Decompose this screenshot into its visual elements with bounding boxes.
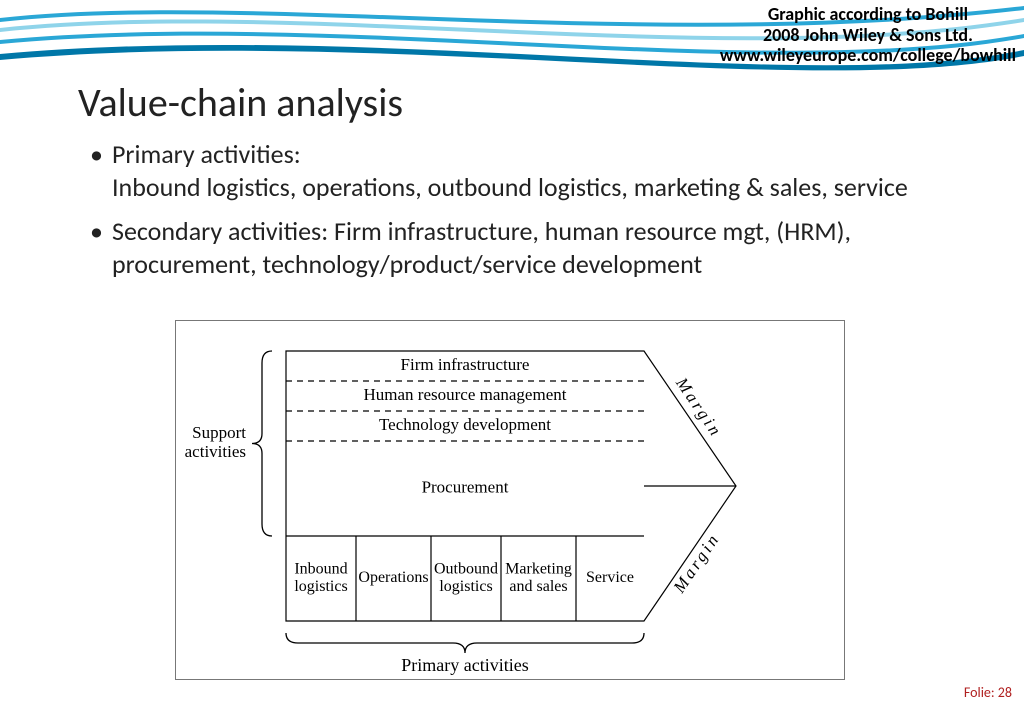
svg-text:and sales: and sales — [509, 578, 567, 595]
attribution-line3: www.wileyeurope.com/college/bowhill — [720, 45, 1016, 66]
svg-text:Primary activities: Primary activities — [401, 655, 528, 675]
svg-text:logistics: logistics — [294, 578, 347, 595]
svg-text:Human resource management: Human resource management — [364, 385, 567, 404]
svg-text:Inbound: Inbound — [294, 560, 347, 577]
svg-text:Firm infrastructure: Firm infrastructure — [401, 355, 530, 374]
svg-text:Operations: Operations — [358, 569, 428, 586]
bullet-text: Secondary activities: Firm infrastructur… — [112, 215, 920, 280]
slide-number-value: 28 — [998, 684, 1012, 701]
svg-text:Service: Service — [586, 569, 634, 586]
bullet-label: Primary activities: — [112, 138, 301, 170]
bullet-marker: • — [90, 215, 112, 280]
svg-text:Outbound: Outbound — [434, 560, 498, 577]
bullet-body: Inbound logistics, operations, outbound … — [112, 171, 908, 203]
bullet-body: Secondary activities: Firm infrastructur… — [112, 215, 851, 280]
bullet-marker: • — [90, 138, 112, 203]
attribution-line1: Graphic according to Bohill — [720, 4, 1016, 25]
svg-text:Margin: Margin — [669, 529, 724, 597]
bullet-list: • Primary activities: Inbound logistics,… — [90, 138, 920, 292]
bullet-item: • Secondary activities: Firm infrastruct… — [90, 215, 920, 280]
value-chain-diagram: Firm infrastructure Human resource manage… — [176, 321, 844, 679]
slide-number: Folie: 28 — [964, 684, 1012, 701]
attribution-line2: 2008 John Wiley & Sons Ltd. — [720, 25, 1016, 46]
page-title: Value-chain analysis — [78, 78, 403, 127]
svg-text:Marketing: Marketing — [505, 560, 572, 577]
bullet-item: • Primary activities: Inbound logistics,… — [90, 138, 920, 203]
svg-text:logistics: logistics — [439, 578, 492, 595]
attribution-block: Graphic according to Bohill 2008 John Wi… — [720, 4, 1016, 66]
slide-number-prefix: Folie: — [964, 684, 998, 701]
svg-text:Technology development: Technology development — [379, 415, 551, 434]
diagram-frame: Firm infrastructure Human resource manage… — [175, 320, 845, 680]
svg-text:activities: activities — [185, 442, 246, 461]
svg-text:Support: Support — [192, 423, 246, 442]
svg-text:Procurement: Procurement — [422, 477, 509, 496]
bullet-text: Primary activities: Inbound logistics, o… — [112, 138, 920, 203]
